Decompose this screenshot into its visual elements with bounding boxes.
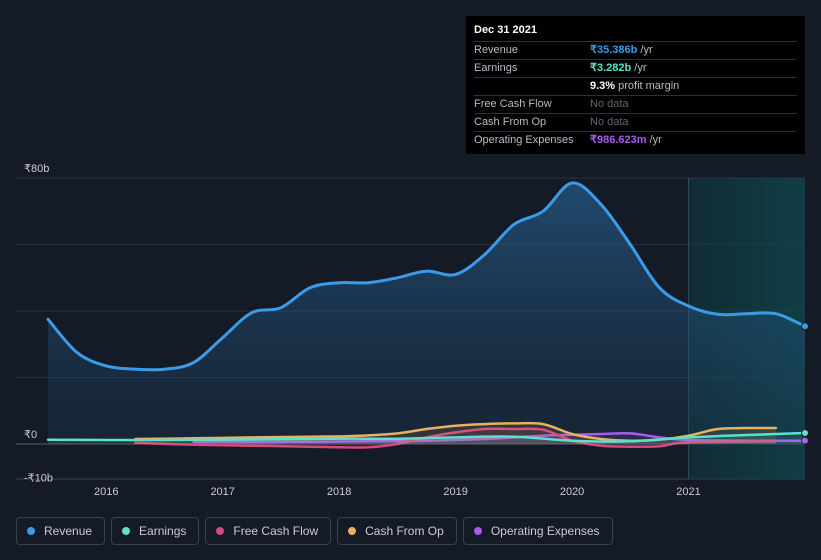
- revenue-area: [48, 182, 805, 444]
- legend-dot-icon: [122, 527, 131, 535]
- tooltip-row-value: No data: [590, 116, 629, 128]
- chart-legend: Revenue Earnings Free Cash Flow Cash From O…: [16, 517, 619, 545]
- x-tick-label: 2016: [94, 486, 118, 498]
- tooltip-row: Cash From Op No data: [474, 113, 797, 131]
- tooltip-row: 9.3% profit margin: [474, 77, 797, 95]
- tooltip-date: Dec 31 2021: [474, 24, 537, 36]
- tooltip-row: Revenue ₹35.386b /yr: [474, 41, 797, 59]
- series-line-cash-from-op: [134, 421, 778, 442]
- series-layer: [46, 181, 809, 449]
- data-tooltip: Dec 31 2021 Revenue ₹35.386b /yr Earnings ₹…: [466, 16, 805, 154]
- series-end-point: [801, 322, 809, 331]
- x-tick-label: 2017: [210, 486, 234, 498]
- legend-dot-icon: [216, 527, 225, 535]
- legend-item-free-cash-flow[interactable]: Free Cash Flow: [205, 517, 332, 545]
- x-tick-label: 2020: [560, 486, 584, 498]
- tooltip-row: Earnings ₹3.282b /yr: [474, 59, 797, 77]
- series-line-earnings: [46, 431, 807, 443]
- tooltip-row-value: No data: [590, 98, 629, 110]
- legend-label: Free Cash Flow: [233, 524, 319, 538]
- tooltip-row-value: ₹35.386b /yr: [590, 44, 653, 56]
- legend-label: Revenue: [44, 524, 93, 538]
- x-tick-label: 2021: [676, 486, 700, 498]
- legend-dot-icon: [348, 527, 357, 535]
- legend-label: Operating Expenses: [490, 524, 600, 538]
- x-tick-label: 2018: [327, 486, 351, 498]
- series-end-point: [801, 429, 809, 438]
- legend-dot-icon: [473, 527, 482, 535]
- legend-dot-icon: [27, 527, 35, 535]
- tooltip-row-value: ₹986.623m /yr: [590, 134, 662, 146]
- axis-labels: ₹80b ₹0 -₹10b 2016 2017 2018 2019 2020 2021: [24, 163, 701, 498]
- legend-item-earnings[interactable]: Earnings: [111, 517, 200, 545]
- tooltip-row-value: 9.3% profit margin: [590, 80, 680, 92]
- y-tick-label: ₹80b: [24, 163, 49, 175]
- tooltip-row-label: [474, 78, 590, 95]
- tooltip-row: Free Cash Flow No data: [474, 95, 797, 113]
- tooltip-row-label: Cash From Op: [474, 116, 547, 128]
- legend-label: Earnings: [139, 524, 187, 538]
- legend-label: Cash From Op: [365, 524, 444, 538]
- series-line-operating-expenses: [192, 431, 807, 444]
- tooltip-row-label: Operating Expenses: [474, 134, 574, 146]
- series-line-free-cash-flow: [134, 427, 778, 449]
- series-end-point: [801, 436, 809, 445]
- series-line-revenue: [46, 181, 807, 372]
- y-tick-label: -₹10b: [24, 472, 53, 484]
- y-tick-label: ₹0: [24, 429, 37, 441]
- tooltip-row-value: ₹3.282b /yr: [590, 62, 647, 74]
- tooltip-row: Operating Expenses ₹986.623m /yr: [474, 131, 797, 149]
- tooltip-row-label: Earnings: [474, 62, 518, 74]
- x-tick-label: 2019: [443, 486, 467, 498]
- legend-item-cash-from-op[interactable]: Cash From Op: [337, 517, 457, 545]
- tooltip-row-label: Revenue: [474, 44, 519, 56]
- legend-item-operating-expenses[interactable]: Operating Expenses: [462, 517, 613, 545]
- tooltip-row-label: Free Cash Flow: [474, 98, 552, 110]
- legend-item-revenue[interactable]: Revenue: [16, 517, 106, 545]
